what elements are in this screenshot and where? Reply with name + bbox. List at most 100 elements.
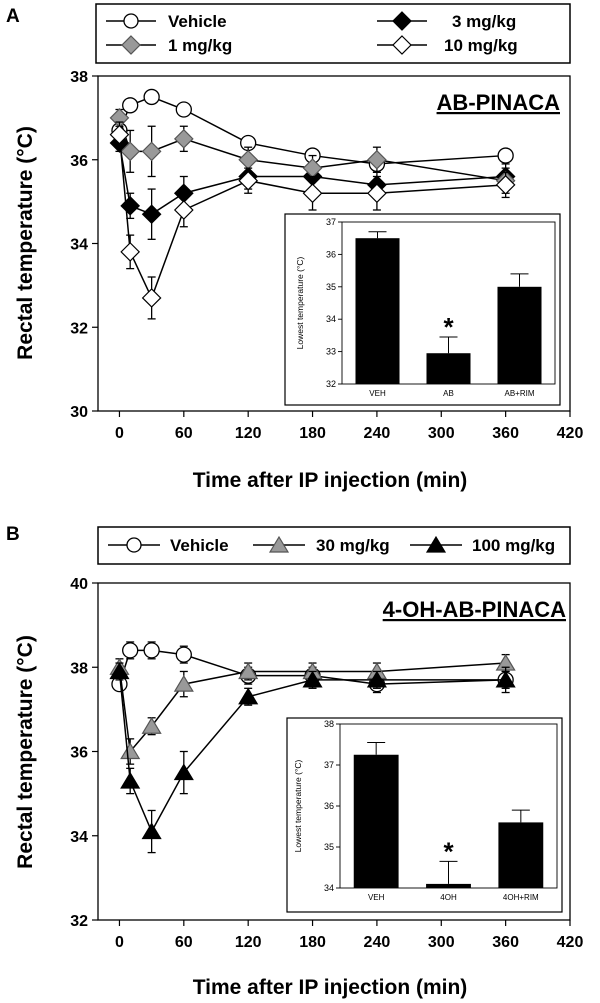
data-point	[109, 124, 130, 145]
legend-b-vehicle: Vehicle	[108, 536, 229, 555]
data-point	[143, 88, 160, 106]
data-point	[141, 822, 162, 840]
significance-marker: *	[443, 836, 454, 866]
y-tick-label: 38	[70, 660, 88, 677]
data-point	[366, 670, 387, 688]
data-point	[141, 717, 162, 734]
diamond-marker-icon	[121, 35, 141, 55]
x-tick-label: 180	[299, 425, 326, 442]
panel-a: A Vehicle 3 mg/kg 1 mg/kg 10	[6, 3, 584, 492]
inset-category-label: AB+RIM	[504, 389, 534, 398]
inset-category-label: VEH	[369, 389, 386, 398]
data-point	[497, 147, 514, 164]
data-point	[120, 771, 141, 789]
significance-marker: *	[443, 312, 454, 342]
x-axis-title-a: Time after IP injection (min)	[193, 469, 468, 492]
x-tick-label: 60	[175, 934, 193, 951]
series-line	[118, 662, 506, 754]
data-point	[120, 742, 141, 760]
data-point	[141, 204, 162, 225]
chart-title-a: AB-PINACA	[437, 90, 561, 115]
x-tick-label: 360	[492, 425, 519, 442]
inset-y-tick-label: 32	[326, 379, 336, 389]
inset-b: Lowest temperature (°C) 34 35 36 37 38 VEH 4OH…	[286, 717, 563, 913]
chart-title-b: 4-OH-AB-PINACA	[383, 597, 566, 622]
x-tick-label: 300	[428, 934, 455, 951]
circle-marker-icon	[126, 537, 142, 553]
inset-y-tick-label: 38	[324, 719, 334, 729]
legend-label: Vehicle	[170, 536, 229, 555]
data-point	[120, 141, 141, 162]
data-point	[143, 642, 160, 659]
inset-y-tick-label: 34	[324, 883, 334, 893]
inset-category-label: AB	[443, 389, 454, 398]
legend-b-box	[97, 526, 571, 565]
panel-letter-b: B	[6, 524, 20, 545]
data-point	[173, 763, 194, 781]
y-tick-label: 32	[70, 320, 88, 337]
series-group-a	[109, 88, 516, 320]
y-tick-label: 34	[70, 237, 88, 254]
x-tick-label: 180	[299, 934, 326, 951]
series-1-mg-kg	[109, 108, 516, 194]
x-tick-label: 360	[492, 934, 519, 951]
y-axis-title-b: Rectal temperature (°C)	[14, 635, 37, 869]
data-point	[141, 288, 162, 308]
inset-frame-b	[286, 717, 563, 913]
y-tick-label: 36	[70, 745, 88, 762]
legend-label: 100 mg/kg	[472, 536, 555, 555]
inset-bar	[353, 754, 399, 888]
inset-category-label: VEH	[368, 893, 385, 902]
panel-b: B Vehicle 30 mg/kg 100 mg/kg 32 34 36 38 40	[6, 524, 583, 999]
data-point	[120, 242, 141, 262]
triangle-marker-icon	[425, 535, 447, 553]
inset-y-tick-label: 36	[326, 249, 336, 259]
data-point	[238, 662, 259, 680]
data-point	[238, 687, 259, 705]
data-point	[302, 670, 323, 688]
data-point	[238, 170, 259, 191]
legend-a-vehicle: Vehicle	[106, 12, 227, 31]
legend-b: Vehicle 30 mg/kg 100 mg/kg	[97, 526, 571, 565]
series-10-mg-kg	[109, 121, 516, 320]
circle-marker-icon	[123, 13, 139, 29]
data-point	[495, 670, 516, 688]
data-point	[120, 195, 141, 216]
series-line	[118, 134, 506, 300]
data-point	[173, 128, 194, 149]
data-point	[175, 101, 192, 118]
inset-bar	[426, 883, 471, 888]
x-tick-label: 420	[557, 425, 584, 442]
inset-y-tick-label: 33	[326, 347, 336, 357]
y-tick-label: 40	[70, 576, 88, 593]
x-axis-title-b: Time after IP injection (min)	[193, 976, 468, 999]
x-tick-label: 300	[428, 425, 455, 442]
diamond-marker-icon	[392, 11, 412, 31]
legend-label: Vehicle	[168, 12, 227, 31]
y-tick-label: 30	[70, 404, 88, 421]
legend-label: 10 mg/kg	[444, 36, 518, 55]
y-axis-title-a: Rectal temperature (°C)	[14, 126, 37, 360]
data-point	[122, 97, 139, 114]
series-group-b	[109, 641, 516, 854]
legend-label: 30 mg/kg	[316, 536, 390, 555]
data-point	[173, 200, 194, 220]
inset-bars-a: 32 33 34 35 36 37 VEH AB * AB+RIM	[326, 217, 542, 398]
inset-y-tick-label: 35	[324, 842, 334, 852]
x-tick-label: 60	[175, 425, 193, 442]
series-line	[118, 671, 506, 834]
y-ticks-b: 32 34 36 38 40	[70, 576, 98, 930]
inset-y-tick-label: 34	[326, 314, 336, 324]
inset-y-axis-title-a: Lowest temperature (°C)	[295, 256, 305, 349]
inset-a: Lowest temperature (°C) 32 33 34 35 36 37 VEH A…	[284, 213, 561, 406]
x-tick-label: 120	[235, 425, 262, 442]
inset-bar	[355, 238, 400, 384]
data-point	[238, 149, 259, 170]
legend-b-30mg: 30 mg/kg	[253, 535, 390, 555]
data-point	[495, 175, 516, 195]
data-point	[109, 662, 130, 680]
series-100-mg-kg	[109, 662, 516, 854]
inset-bar	[426, 353, 471, 384]
data-point	[302, 183, 323, 204]
